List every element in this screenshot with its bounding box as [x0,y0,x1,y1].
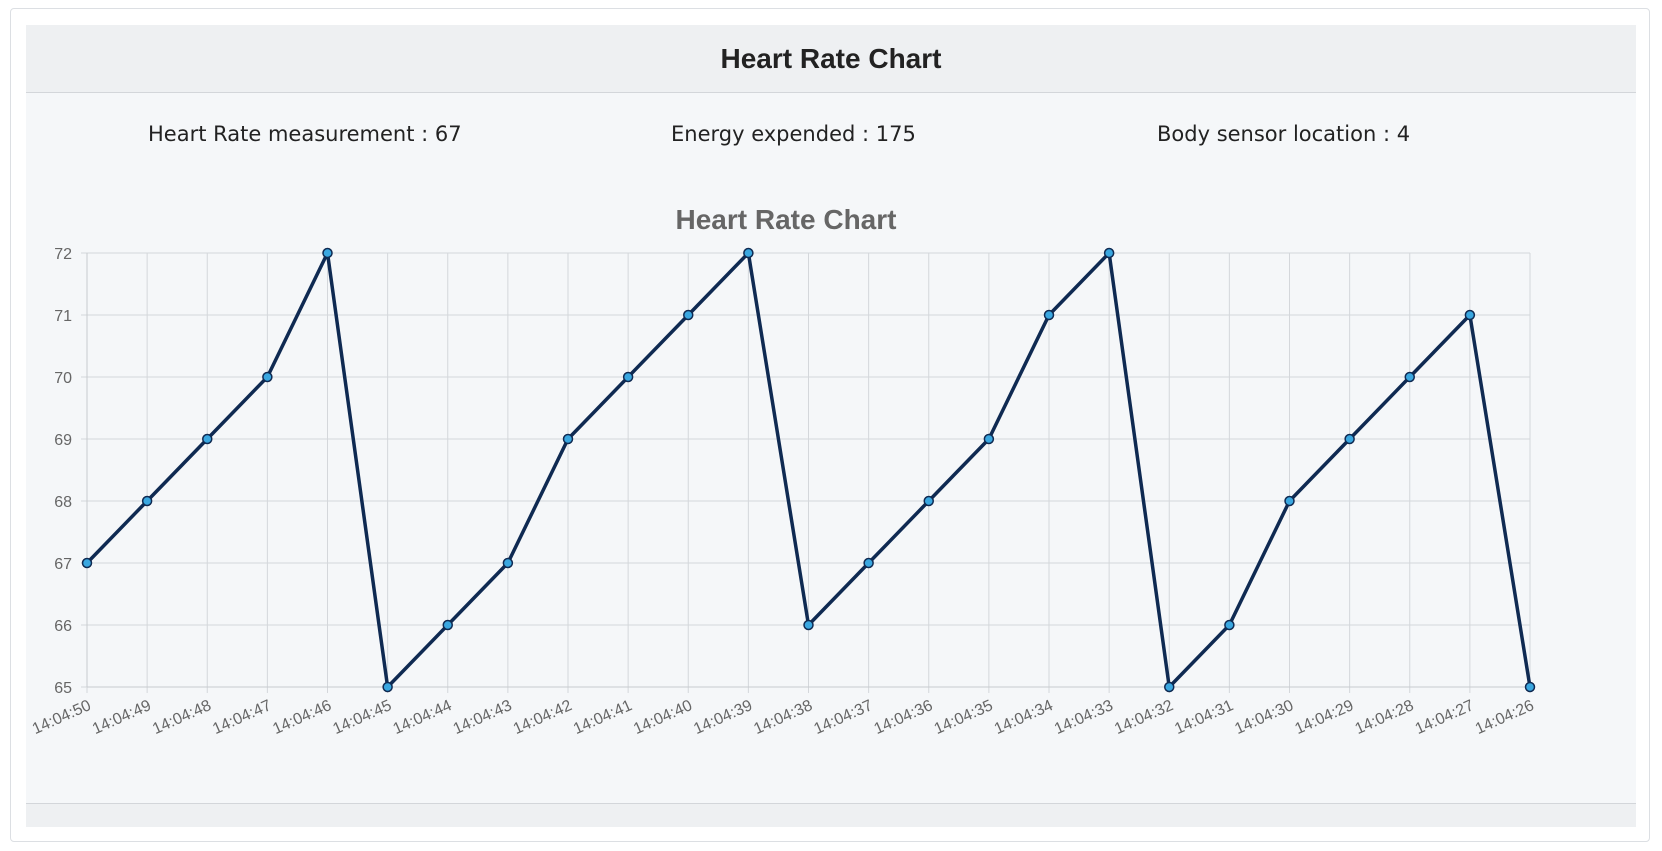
y-tick-label: 68 [54,494,72,511]
data-point [1224,619,1235,631]
data-point [1103,247,1115,259]
y-tick-label: 71 [54,308,72,325]
x-tick-label: 14:04:28 [1353,697,1417,738]
y-tick-label: 69 [54,432,72,449]
x-tick-label: 14:04:30 [1232,697,1296,738]
panel-header: Heart Rate Chart [26,25,1636,93]
data-point [141,495,153,507]
data-point [1404,371,1415,383]
y-tick-label: 67 [54,556,72,573]
data-point [983,433,995,445]
y-tick-label: 72 [54,246,72,263]
x-tick-label: 14:04:39 [691,697,755,738]
data-point [262,371,273,383]
energy-expended: Energy expended : 175 [671,122,916,146]
heart-rate-panel: Heart Rate Chart [26,25,1636,827]
data-point [442,619,453,631]
data-point [863,557,874,569]
points-layer [81,247,1536,693]
heart-rate-chart: Heart Rate Chart 65 66 67 68 69 70 71 72 14:04:5… [30,204,1537,738]
chart-title: Heart Rate Chart [676,204,897,235]
data-point [1284,495,1295,507]
x-tick-label: 14:04:45 [330,697,394,738]
x-tick-label: 14:04:27 [1413,697,1477,738]
data-point [1043,309,1055,321]
x-tick-label: 14:04:41 [571,697,635,738]
data-point [743,247,754,259]
y-tick-label: 65 [54,680,72,697]
data-point [202,433,213,445]
x-tick-label: 14:04:31 [1172,697,1236,738]
x-tick-label: 14:04:36 [872,697,936,738]
heart-rate-measurement: Heart Rate measurement : 67 [148,122,462,146]
body-sensor-location: Body sensor location : 4 [1157,122,1411,146]
x-tick-label: 14:04:46 [270,697,334,738]
data-point [622,371,634,383]
data-point [382,681,393,693]
x-tick-label: 14:04:32 [1112,697,1176,738]
data-point [322,247,333,259]
x-tick-label: 14:04:29 [1292,697,1356,738]
x-tick-label: 14:04:34 [992,697,1056,738]
data-point [923,495,934,507]
data-point [1464,309,1476,321]
panel-title: Heart Rate Chart [720,42,942,74]
y-tick-label: 70 [54,370,72,387]
x-tick-label: 14:04:48 [150,697,214,738]
data-point [1344,433,1355,445]
data-point [683,309,694,321]
x-tick-label: 14:04:42 [511,697,575,738]
x-tick-label: 14:04:33 [1052,697,1116,738]
y-tick-label: 66 [54,618,72,635]
data-point [502,557,514,569]
x-tick-label: 14:04:49 [90,697,154,738]
x-tick-label: 14:04:26 [1473,697,1537,738]
data-point [562,433,574,445]
axis-layer: 65 66 67 68 69 70 71 72 14:04:5014:04:4914:04:48… [30,246,1537,738]
x-tick-label: 14:04:50 [30,697,94,738]
x-tick-label: 14:04:38 [751,697,815,738]
data-point [1524,681,1536,693]
x-tick-label: 14:04:43 [451,697,515,738]
data-point [81,557,93,569]
x-tick-label: 14:04:40 [631,697,695,738]
x-tick-label: 14:04:35 [932,697,996,738]
data-point [803,619,814,631]
panel-footer [26,803,1636,827]
x-tick-label: 14:04:44 [391,697,455,738]
data-point [1164,681,1175,693]
x-tick-label: 14:04:47 [210,697,274,738]
x-tick-label: 14:04:37 [811,697,875,738]
